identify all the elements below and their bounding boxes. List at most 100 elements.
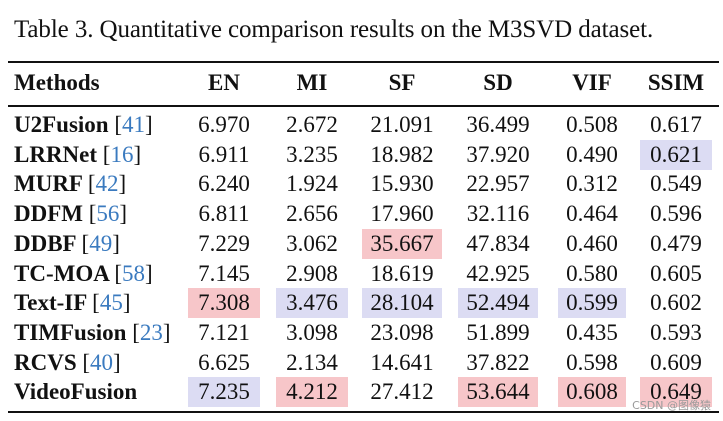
cell-sd: 22.957 — [466, 171, 530, 197]
method-name: TC-MOA [58] — [14, 260, 153, 286]
table-header-rule — [8, 105, 719, 107]
cell-mi: 4.212 — [276, 377, 348, 408]
cell-ssim: 0.479 — [650, 230, 702, 256]
method-label: TIMFusion — [14, 319, 127, 345]
method-label: DDFM — [14, 201, 83, 227]
cell-mi: 3.062 — [286, 230, 338, 256]
cell-mi: 2.908 — [286, 260, 338, 286]
cell-en: 7.145 — [198, 260, 250, 286]
citation-link[interactable]: 45 — [99, 290, 123, 316]
cell-ssim: 0.605 — [650, 260, 702, 286]
table-caption: Table 3. Quantitative comparison results… — [14, 16, 654, 43]
table-row: TC-MOA [58] 7.145 2.908 18.619 42.925 0.580 0.… — [8, 259, 719, 289]
method-label: Text-IF — [14, 290, 87, 316]
cell-en: 6.811 — [198, 201, 250, 227]
table-row: MURF [42] 6.240 1.924 15.930 22.957 0.312 0.54… — [8, 169, 719, 199]
method-label: LRRNet — [14, 141, 98, 167]
method-name: VideoFusion — [14, 377, 194, 407]
table-row: VideoFusion 7.235 4.212 27.412 53.644 0.608 0.… — [8, 377, 719, 408]
cell-sd: 37.822 — [466, 349, 530, 375]
citation-link[interactable]: 56 — [96, 201, 120, 227]
cell-en: 6.970 — [198, 112, 250, 137]
cell-ssim: 0.602 — [650, 290, 702, 316]
cell-sd: 32.116 — [466, 201, 530, 227]
cell-ssim: 0.593 — [650, 319, 702, 345]
citation-link[interactable]: 58 — [121, 260, 145, 286]
table-row: Text-IF [45] 7.308 3.476 28.104 52.494 0.599 0… — [8, 288, 719, 319]
cell-vif: 0.490 — [566, 141, 618, 167]
cell-vif: 0.598 — [566, 349, 618, 375]
cell-sf: 23.098 — [370, 319, 434, 345]
cell-ssim: 0.596 — [650, 201, 702, 227]
cell-mi: 3.098 — [286, 319, 338, 345]
citation-link[interactable]: 42 — [95, 171, 119, 197]
table-row: TIMFusion [23] 7.121 3.098 23.098 51.899 0.43… — [8, 318, 719, 348]
table-row: LRRNet [16] 6.911 3.235 18.982 37.920 0.490 0.… — [8, 139, 719, 170]
method-name: RCVS [40] — [14, 349, 121, 375]
cell-en: 6.911 — [198, 141, 250, 167]
header-ssim: SSIM — [647, 70, 705, 95]
cell-sd: 37.920 — [466, 141, 530, 167]
cell-ssim: 0.617 — [650, 112, 702, 137]
table-row: RCVS [40] 6.625 2.134 14.641 37.822 0.598 0.60… — [8, 348, 719, 378]
table-header-row: Methods EN MI SF SD VIF SSIM — [8, 63, 719, 95]
cell-vif: 0.580 — [566, 260, 618, 286]
cell-sf: 15.930 — [370, 171, 434, 197]
cell-vif: 0.312 — [566, 171, 618, 197]
citation-link[interactable]: 16 — [110, 141, 134, 167]
method-label: TC-MOA — [14, 260, 109, 286]
header-sf: SF — [388, 70, 416, 95]
method-label: DDBF — [14, 230, 76, 256]
cell-ssim: 0.621 — [640, 139, 712, 170]
cell-sf: 35.667 — [362, 228, 442, 259]
method-name: DDFM [56] — [14, 201, 128, 227]
method-name: LRRNet [16] — [14, 141, 142, 167]
cell-vif: 0.508 — [566, 112, 618, 137]
method-label: U2Fusion — [14, 112, 109, 137]
cell-sf: 27.412 — [370, 379, 434, 405]
method-name: MURF [42] — [14, 171, 127, 197]
cell-en: 6.625 — [198, 349, 250, 375]
method-name: TIMFusion [23] — [14, 319, 171, 345]
cell-sd: 51.899 — [466, 319, 530, 345]
method-label: RCVS — [14, 349, 77, 375]
table-bottom-rule — [8, 411, 719, 413]
cell-sd: 42.925 — [466, 260, 530, 286]
table-row: U2Fusion [41] 6.970 2.672 21.091 36.499 0.508… — [8, 110, 719, 140]
citation-link[interactable]: 49 — [89, 230, 113, 256]
method-label: MURF — [14, 171, 83, 197]
header-en: EN — [208, 70, 240, 95]
table-row: DDBF [49] 7.229 3.062 35.667 47.834 0.460 0.47… — [8, 228, 719, 259]
cell-sd: 53.644 — [458, 377, 538, 408]
citation-link[interactable]: 40 — [90, 349, 114, 375]
cell-sf: 21.091 — [370, 112, 434, 137]
cell-sf: 18.619 — [370, 260, 434, 286]
header-methods: Methods — [14, 70, 100, 95]
method-label: VideoFusion — [14, 379, 138, 405]
table-row: DDFM [56] 6.811 2.656 17.960 32.116 0.464 0.59… — [8, 199, 719, 229]
method-name: DDBF [49] — [14, 230, 120, 256]
cell-sd: 47.834 — [466, 230, 530, 256]
cell-mi: 2.656 — [286, 201, 338, 227]
cell-mi: 3.476 — [276, 288, 348, 319]
citation-link[interactable]: 41 — [122, 112, 146, 137]
cell-mi: 2.134 — [286, 349, 338, 375]
cell-ssim: 0.609 — [650, 349, 702, 375]
cell-en: 6.240 — [198, 171, 250, 197]
method-name: U2Fusion [41] — [14, 112, 153, 137]
cell-en: 7.235 — [188, 377, 260, 408]
header-vif: VIF — [572, 70, 612, 95]
cell-vif: 0.460 — [566, 230, 618, 256]
cell-sf: 17.960 — [370, 201, 434, 227]
cell-mi: 3.235 — [286, 141, 338, 167]
cell-sf: 18.982 — [370, 141, 434, 167]
citation-link[interactable]: 23 — [139, 319, 163, 345]
cell-mi: 1.924 — [286, 171, 338, 197]
cell-en: 7.308 — [188, 288, 260, 319]
cell-sf: 14.641 — [370, 349, 434, 375]
cell-vif: 0.599 — [558, 288, 626, 319]
cell-en: 7.229 — [198, 230, 250, 256]
watermark: CSDN @图像猿 — [632, 399, 711, 412]
cell-ssim: 0.649 — [640, 377, 712, 408]
cell-sd: 36.499 — [466, 112, 530, 137]
